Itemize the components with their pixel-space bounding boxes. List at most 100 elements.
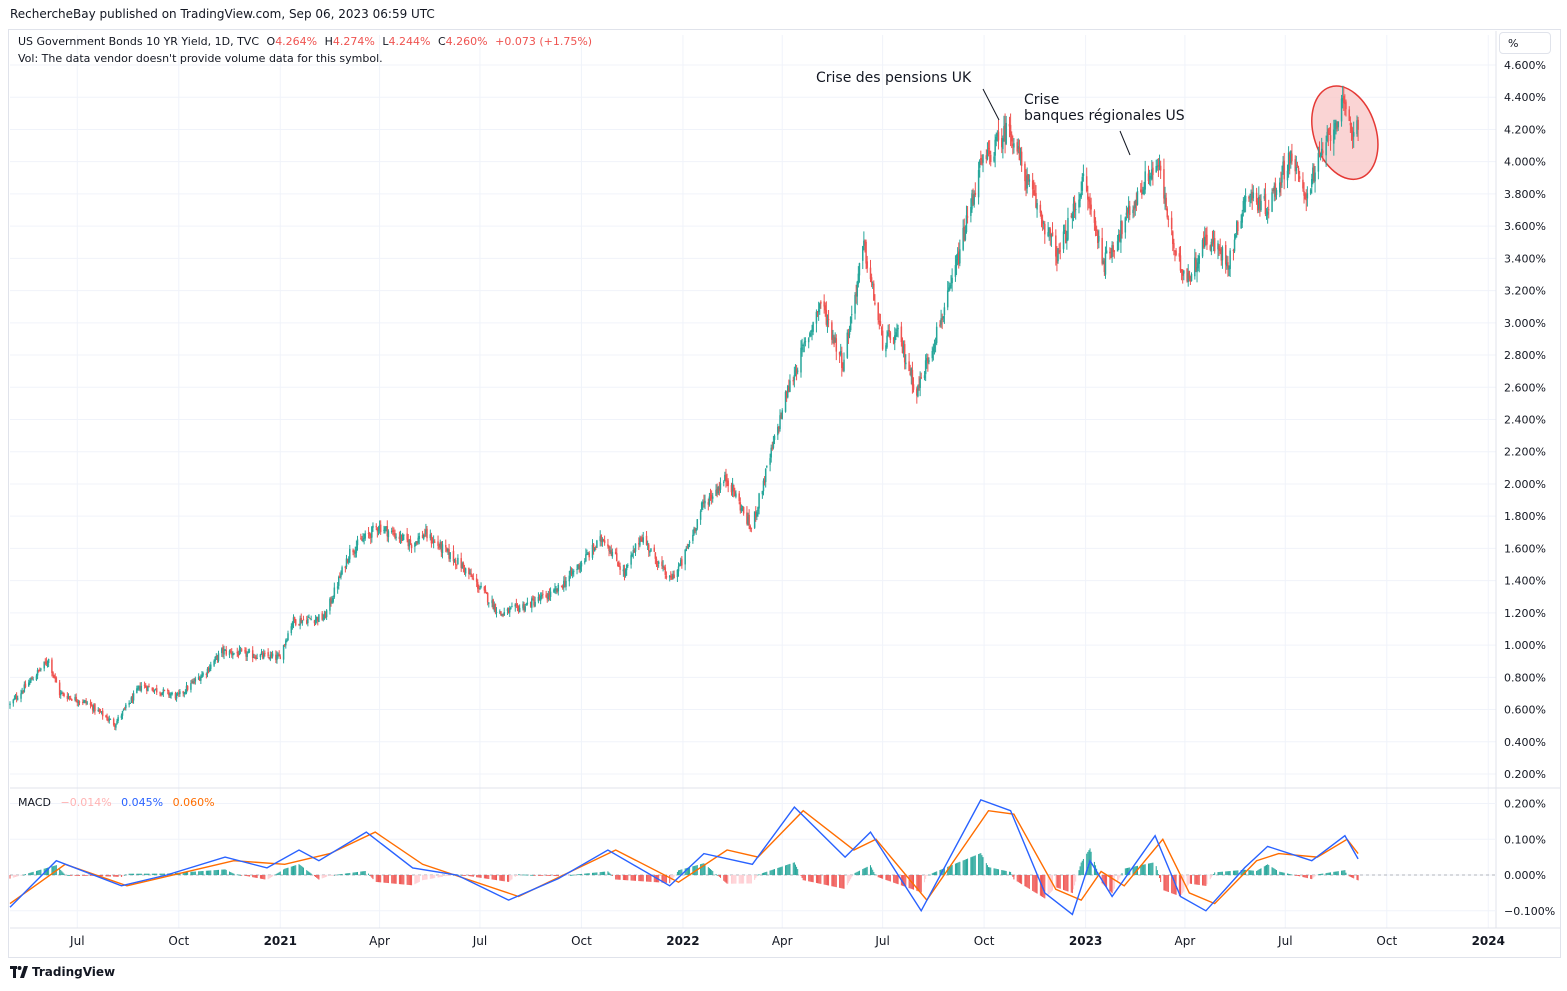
candle-body bbox=[1049, 228, 1052, 237]
macd-histogram-bar bbox=[735, 875, 737, 884]
macd-histogram-bar bbox=[1227, 871, 1229, 876]
macd-histogram-bar bbox=[218, 869, 220, 876]
candle-body bbox=[1243, 199, 1246, 204]
candle-body bbox=[624, 569, 627, 577]
candle-body bbox=[732, 484, 735, 492]
time-tick-label: Jul bbox=[69, 934, 84, 948]
candle-body bbox=[323, 613, 326, 619]
candle-body bbox=[238, 649, 241, 656]
macd-histogram-bar bbox=[259, 875, 261, 879]
candle-body bbox=[699, 511, 702, 520]
macd-histogram-bar bbox=[779, 867, 781, 876]
macd-histogram-bar bbox=[1248, 870, 1250, 876]
macd-histogram-bar bbox=[1187, 875, 1189, 886]
candle-body bbox=[329, 598, 331, 611]
macd-histogram-bar bbox=[1322, 873, 1324, 876]
candle-body bbox=[208, 668, 211, 671]
candle-body bbox=[801, 347, 803, 350]
candle-body bbox=[507, 608, 510, 614]
macd-histogram-bar bbox=[417, 875, 419, 883]
candle-body bbox=[270, 655, 273, 657]
macd-histogram-bar bbox=[1152, 862, 1154, 876]
tradingview-logo[interactable]: TradingView bbox=[10, 965, 115, 979]
candle-body bbox=[578, 564, 580, 569]
macd-histogram-bar bbox=[692, 866, 694, 876]
candle-body bbox=[939, 324, 941, 327]
macd-histogram-bar bbox=[338, 874, 340, 876]
macd-histogram-bar bbox=[885, 875, 887, 880]
candle-body bbox=[873, 283, 875, 301]
candle-body bbox=[225, 650, 227, 655]
macd-histogram-bar bbox=[661, 875, 663, 883]
candle-body bbox=[919, 378, 921, 388]
candle-body bbox=[493, 604, 496, 611]
candle-body bbox=[1336, 122, 1338, 129]
macd-histogram-bar bbox=[871, 867, 873, 876]
macd-histogram-bar bbox=[82, 875, 84, 876]
macd-histogram-bar bbox=[1119, 875, 1121, 878]
candle-body bbox=[757, 507, 759, 512]
macd-histogram-bar bbox=[214, 870, 216, 876]
candle-body bbox=[788, 386, 790, 392]
macd-histogram-bar bbox=[607, 871, 609, 876]
candle-body bbox=[874, 302, 876, 305]
macd-histogram-bar bbox=[676, 871, 678, 876]
macd-histogram-bar bbox=[707, 867, 709, 876]
candle-body bbox=[39, 670, 41, 672]
candle-body bbox=[1322, 150, 1324, 154]
macd-histogram-bar bbox=[939, 870, 941, 876]
macd-histogram-bar bbox=[502, 875, 504, 882]
tradingview-logo-icon bbox=[10, 966, 28, 978]
macd-histogram-bar bbox=[626, 875, 628, 881]
macd-histogram-bar bbox=[156, 873, 158, 876]
candle-body bbox=[600, 535, 603, 542]
candle-body bbox=[959, 249, 961, 264]
candle-body bbox=[302, 619, 305, 621]
macd-histogram-bar bbox=[865, 867, 867, 876]
candle-body bbox=[390, 530, 393, 532]
candle-body bbox=[1229, 250, 1231, 269]
candle-body bbox=[307, 618, 309, 624]
open-number: 4.264% bbox=[275, 35, 318, 48]
candle-body bbox=[182, 691, 184, 694]
macd-histogram-bar bbox=[1306, 875, 1308, 879]
candle-body bbox=[346, 559, 349, 563]
percent-scale-button[interactable]: % bbox=[1499, 32, 1551, 54]
macd-histogram-bar bbox=[642, 875, 644, 882]
macd-histogram-bar bbox=[1295, 875, 1297, 876]
candle-body bbox=[152, 690, 155, 693]
macd-histogram-bar bbox=[1220, 871, 1222, 876]
candle-body bbox=[770, 447, 772, 458]
macd-histogram-bar bbox=[267, 875, 269, 880]
macd-histogram-bar bbox=[901, 875, 903, 886]
macd-histogram-bar bbox=[982, 857, 984, 876]
candle-body bbox=[1057, 248, 1059, 262]
candle-body bbox=[422, 534, 425, 539]
macd-histogram-bar bbox=[920, 875, 922, 893]
candle-body bbox=[1009, 125, 1012, 136]
price-tick-label: 3.000% bbox=[1504, 317, 1546, 330]
candle-body bbox=[924, 360, 927, 375]
candle-body bbox=[293, 617, 296, 621]
macd-histogram-bar bbox=[820, 875, 822, 884]
macd-histogram-bar bbox=[29, 872, 31, 876]
candle-body bbox=[222, 647, 224, 654]
macd-histogram-bar bbox=[803, 875, 805, 881]
time-tick-label: 2021 bbox=[264, 934, 297, 948]
macd-histogram-bar bbox=[379, 875, 381, 883]
candle-body bbox=[614, 551, 617, 555]
price-tick-label: 0.800% bbox=[1504, 671, 1546, 684]
candle-body bbox=[453, 559, 456, 563]
macd-histogram-bar bbox=[1075, 875, 1077, 882]
candle-body bbox=[1141, 189, 1143, 195]
candle-body bbox=[985, 155, 988, 160]
macd-histogram-bar bbox=[996, 869, 998, 876]
macd-histogram-bar bbox=[1314, 875, 1316, 877]
macd-histogram-bar bbox=[610, 874, 612, 876]
candle-body bbox=[1317, 152, 1320, 172]
candle-body bbox=[709, 494, 712, 496]
candle-body bbox=[977, 170, 980, 198]
candle-body bbox=[418, 536, 421, 539]
macd-histogram-bar bbox=[663, 875, 665, 883]
